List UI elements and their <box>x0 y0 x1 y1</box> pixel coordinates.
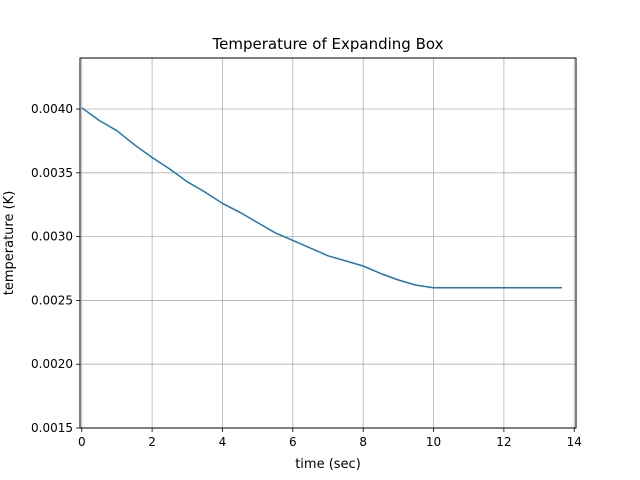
x-tick-label: 8 <box>359 435 367 449</box>
x-axis-ticks: 0 2 4 6 8 10 12 14 <box>78 428 582 449</box>
y-tick-label: 0.0035 <box>31 166 73 180</box>
y-tick-label: 0.0040 <box>31 102 73 116</box>
x-tick-label: 10 <box>426 435 441 449</box>
plot-frame <box>79 57 577 429</box>
x-tick-label: 14 <box>567 435 582 449</box>
y-axis-label: temperature (K) <box>2 191 17 296</box>
y-axis-ticks: 0.0015 0.0020 0.0025 0.0030 0.0035 0.0040 <box>31 102 80 435</box>
y-tick-label: 0.0030 <box>31 230 73 244</box>
x-tick-label: 0 <box>78 435 86 449</box>
y-tick-label: 0.0025 <box>31 293 73 307</box>
x-tick-label: 4 <box>219 435 227 449</box>
x-tick-label: 2 <box>148 435 156 449</box>
chart-title: Temperature of Expanding Box <box>212 35 444 53</box>
x-tick-label: 12 <box>496 435 511 449</box>
series-layer <box>81 107 562 289</box>
gridlines <box>80 58 576 429</box>
x-axis-label: time (sec) <box>295 457 361 472</box>
temperature-series-line <box>81 107 562 289</box>
y-tick-label: 0.0020 <box>31 357 73 371</box>
y-tick-label: 0.0015 <box>31 421 73 435</box>
x-tick-label: 6 <box>289 435 297 449</box>
